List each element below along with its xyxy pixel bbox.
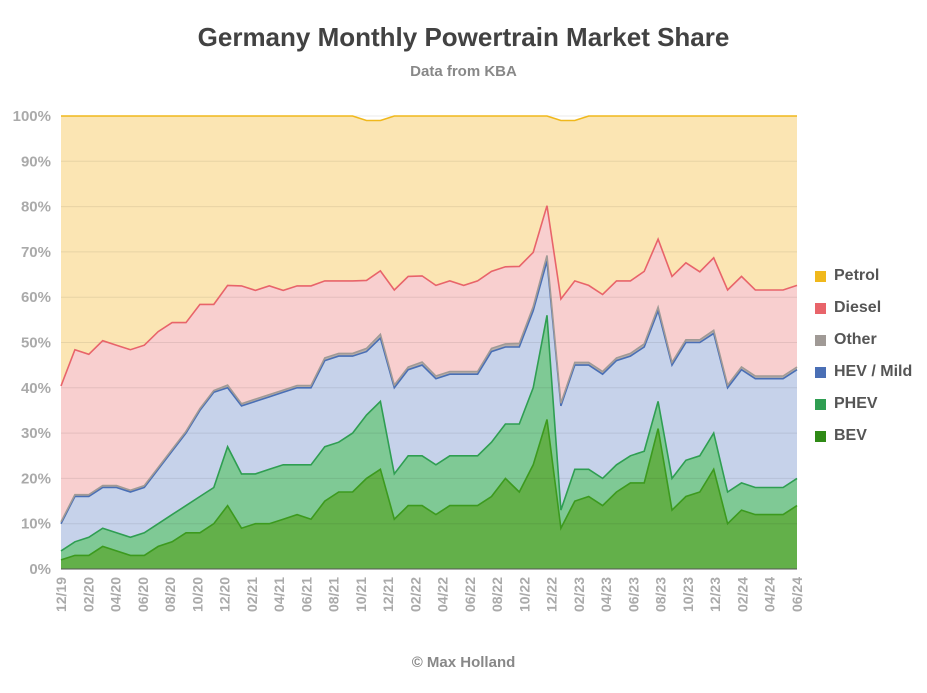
legend-item-other: Other xyxy=(815,324,912,356)
legend-swatch xyxy=(815,430,826,442)
legend-item-bev: BEV xyxy=(815,420,912,452)
legend-item-petrol: Petrol xyxy=(815,260,912,292)
x-tick-label: 12/22 xyxy=(544,577,560,612)
x-tick-label: 02/24 xyxy=(735,577,751,612)
x-tick-label: 10/22 xyxy=(516,577,532,612)
chart-footer: © Max Holland xyxy=(411,654,516,671)
x-tick-label: 02/22 xyxy=(407,577,423,612)
x-tick-label: 02/20 xyxy=(80,577,96,612)
x-tick-label: 02/21 xyxy=(244,577,260,612)
area-phev xyxy=(61,315,797,560)
line-bev xyxy=(60,419,798,561)
x-tick-label: 06/22 xyxy=(462,577,478,612)
legend-swatch xyxy=(815,334,826,346)
legend-item-phev: PHEV xyxy=(815,388,912,420)
x-tick-label: 04/22 xyxy=(435,577,451,612)
legend-swatch xyxy=(815,270,826,282)
x-tick-label: 06/23 xyxy=(625,577,641,612)
y-tick-label: 100% xyxy=(13,108,51,125)
x-tick-label: 10/21 xyxy=(353,577,369,612)
y-tick-label: 70% xyxy=(21,244,51,261)
legend-swatch xyxy=(815,366,826,378)
y-tick-label: 90% xyxy=(21,153,51,170)
legend-label: BEV xyxy=(834,427,867,444)
legend-label: HEV / Mild xyxy=(834,363,913,380)
legend-swatch xyxy=(815,398,826,410)
line-hev-mild xyxy=(60,260,798,525)
line-other xyxy=(60,255,798,523)
y-tick-label: 80% xyxy=(21,199,51,216)
line-petrol xyxy=(61,115,797,122)
chart-title: Germany Monthly Powertrain Market Share xyxy=(197,22,730,52)
x-tick-label: 08/21 xyxy=(326,577,342,612)
x-tick-label: 12/19 xyxy=(53,577,69,612)
x-tick-label: 10/20 xyxy=(189,577,205,612)
legend-label: PHEV xyxy=(834,395,878,412)
line-diesel xyxy=(60,205,798,387)
x-tick-label: 08/22 xyxy=(489,577,505,612)
x-tick-label: 06/21 xyxy=(298,577,314,612)
legend-swatch xyxy=(815,302,826,314)
y-tick-label: 50% xyxy=(21,335,51,352)
x-tick-label: 04/21 xyxy=(271,577,287,612)
area-petrol xyxy=(61,116,797,386)
x-tick-label: 04/20 xyxy=(108,577,124,612)
legend-label: Other xyxy=(834,331,877,348)
x-tick-label: 10/23 xyxy=(680,577,696,612)
y-tick-label: 0% xyxy=(29,561,51,578)
x-tick-label: 04/23 xyxy=(598,577,614,612)
area-hev-mild xyxy=(61,261,797,551)
x-tick-label: 08/20 xyxy=(162,577,178,612)
legend: Petrol Diesel Other HEV / Mild PHEV BEV xyxy=(815,260,912,452)
legend-label: Diesel xyxy=(834,299,882,316)
y-tick-label: 20% xyxy=(21,470,51,487)
x-tick-label: 12/21 xyxy=(380,577,396,612)
line-phev xyxy=(60,315,798,552)
x-tick-label: 02/23 xyxy=(571,577,587,612)
x-tick-label: 12/20 xyxy=(217,577,233,612)
legend-item-diesel: Diesel xyxy=(815,292,912,324)
legend-item-hev-mild: HEV / Mild xyxy=(815,356,912,388)
chart-subtitle: Data from KBA xyxy=(410,63,517,80)
x-tick-label: 06/20 xyxy=(135,577,151,612)
x-tick-label: 08/23 xyxy=(653,577,669,612)
x-tick-label: 04/24 xyxy=(762,577,778,612)
y-tick-label: 60% xyxy=(21,289,51,306)
x-tick-label: 06/24 xyxy=(789,577,805,612)
x-tick-label: 12/23 xyxy=(707,577,723,612)
y-tick-label: 40% xyxy=(21,380,51,397)
y-tick-label: 30% xyxy=(21,425,51,442)
area-bev xyxy=(61,419,797,569)
y-tick-label: 10% xyxy=(21,516,51,533)
legend-label: Petrol xyxy=(834,267,880,284)
